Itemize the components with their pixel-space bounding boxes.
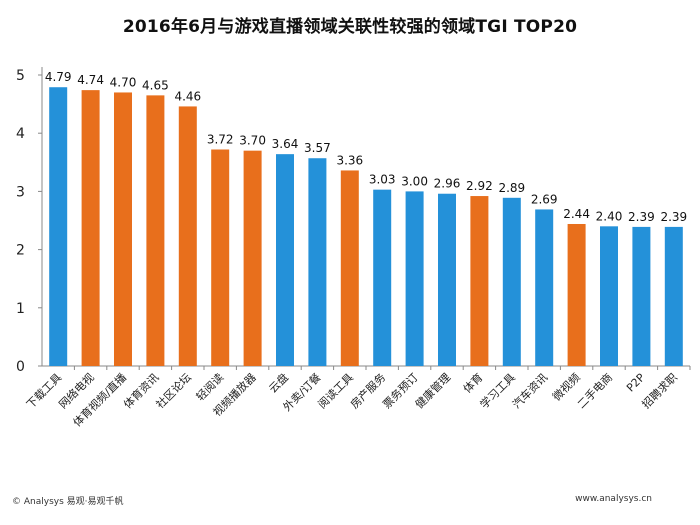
data-label: 3.03 [369, 173, 396, 187]
bar [340, 170, 359, 366]
data-label: 4.65 [142, 78, 169, 92]
bar [470, 196, 489, 366]
x-tick-label: 二手电商 [574, 370, 615, 411]
y-tick-label: 3 [16, 184, 25, 200]
footer-copyright: © Analysys 易观·易观千帆 [12, 497, 124, 507]
bar [308, 158, 327, 366]
x-tick-label: 汽车资讯 [509, 370, 550, 411]
x-tick-label: 社区论坛 [153, 370, 194, 411]
footer-website: www.analysys.cn [575, 494, 652, 504]
bar [632, 226, 651, 366]
chart-title: 2016年6月与游戏直播领域关联性较强的领域TGI TOP20 [122, 17, 578, 37]
bar [600, 226, 618, 366]
data-label: 2.44 [563, 207, 590, 221]
data-label: 3.57 [304, 141, 331, 155]
y-tick-label: 5 [16, 68, 25, 84]
bar [373, 189, 392, 366]
x-tick-label: 健康管理 [412, 370, 453, 411]
bar [405, 191, 424, 366]
data-label: 2.96 [434, 177, 461, 191]
y-tick-label: 2 [16, 243, 25, 259]
bar [243, 150, 262, 366]
data-label: 2.69 [531, 192, 558, 206]
bar [114, 92, 132, 367]
y-tick-label: 1 [16, 301, 25, 317]
data-label: 2.39 [628, 210, 655, 224]
data-label: 4.46 [174, 89, 201, 103]
bar [438, 193, 456, 366]
bar [535, 209, 554, 366]
y-tick-label: 4 [16, 126, 25, 142]
data-label: 3.36 [336, 153, 363, 167]
data-label: 2.92 [466, 179, 493, 193]
data-label: 3.64 [272, 137, 299, 151]
data-label: 3.70 [239, 134, 266, 148]
data-label: 4.70 [110, 75, 137, 89]
bar [81, 90, 100, 366]
bar [502, 197, 521, 366]
bar [49, 87, 68, 367]
bar [211, 149, 230, 366]
x-tick-label: 招聘求职 [639, 370, 680, 411]
data-label: 4.79 [45, 70, 72, 84]
bar [664, 226, 683, 366]
data-label: 2.89 [498, 181, 525, 195]
bar [146, 95, 165, 367]
y-tick-label: 0 [16, 359, 25, 375]
data-label: 2.39 [660, 210, 687, 224]
bar [567, 223, 586, 366]
x-tick-label: 云盘 [266, 370, 291, 395]
bar [276, 154, 294, 366]
data-label: 3.72 [207, 132, 234, 146]
data-label: 2.40 [596, 209, 623, 223]
x-tick-label: P2P [624, 371, 648, 395]
data-label: 4.74 [77, 73, 104, 87]
bar [178, 106, 197, 366]
data-label: 3.00 [401, 174, 428, 188]
x-tick-label: 体育 [460, 370, 485, 395]
